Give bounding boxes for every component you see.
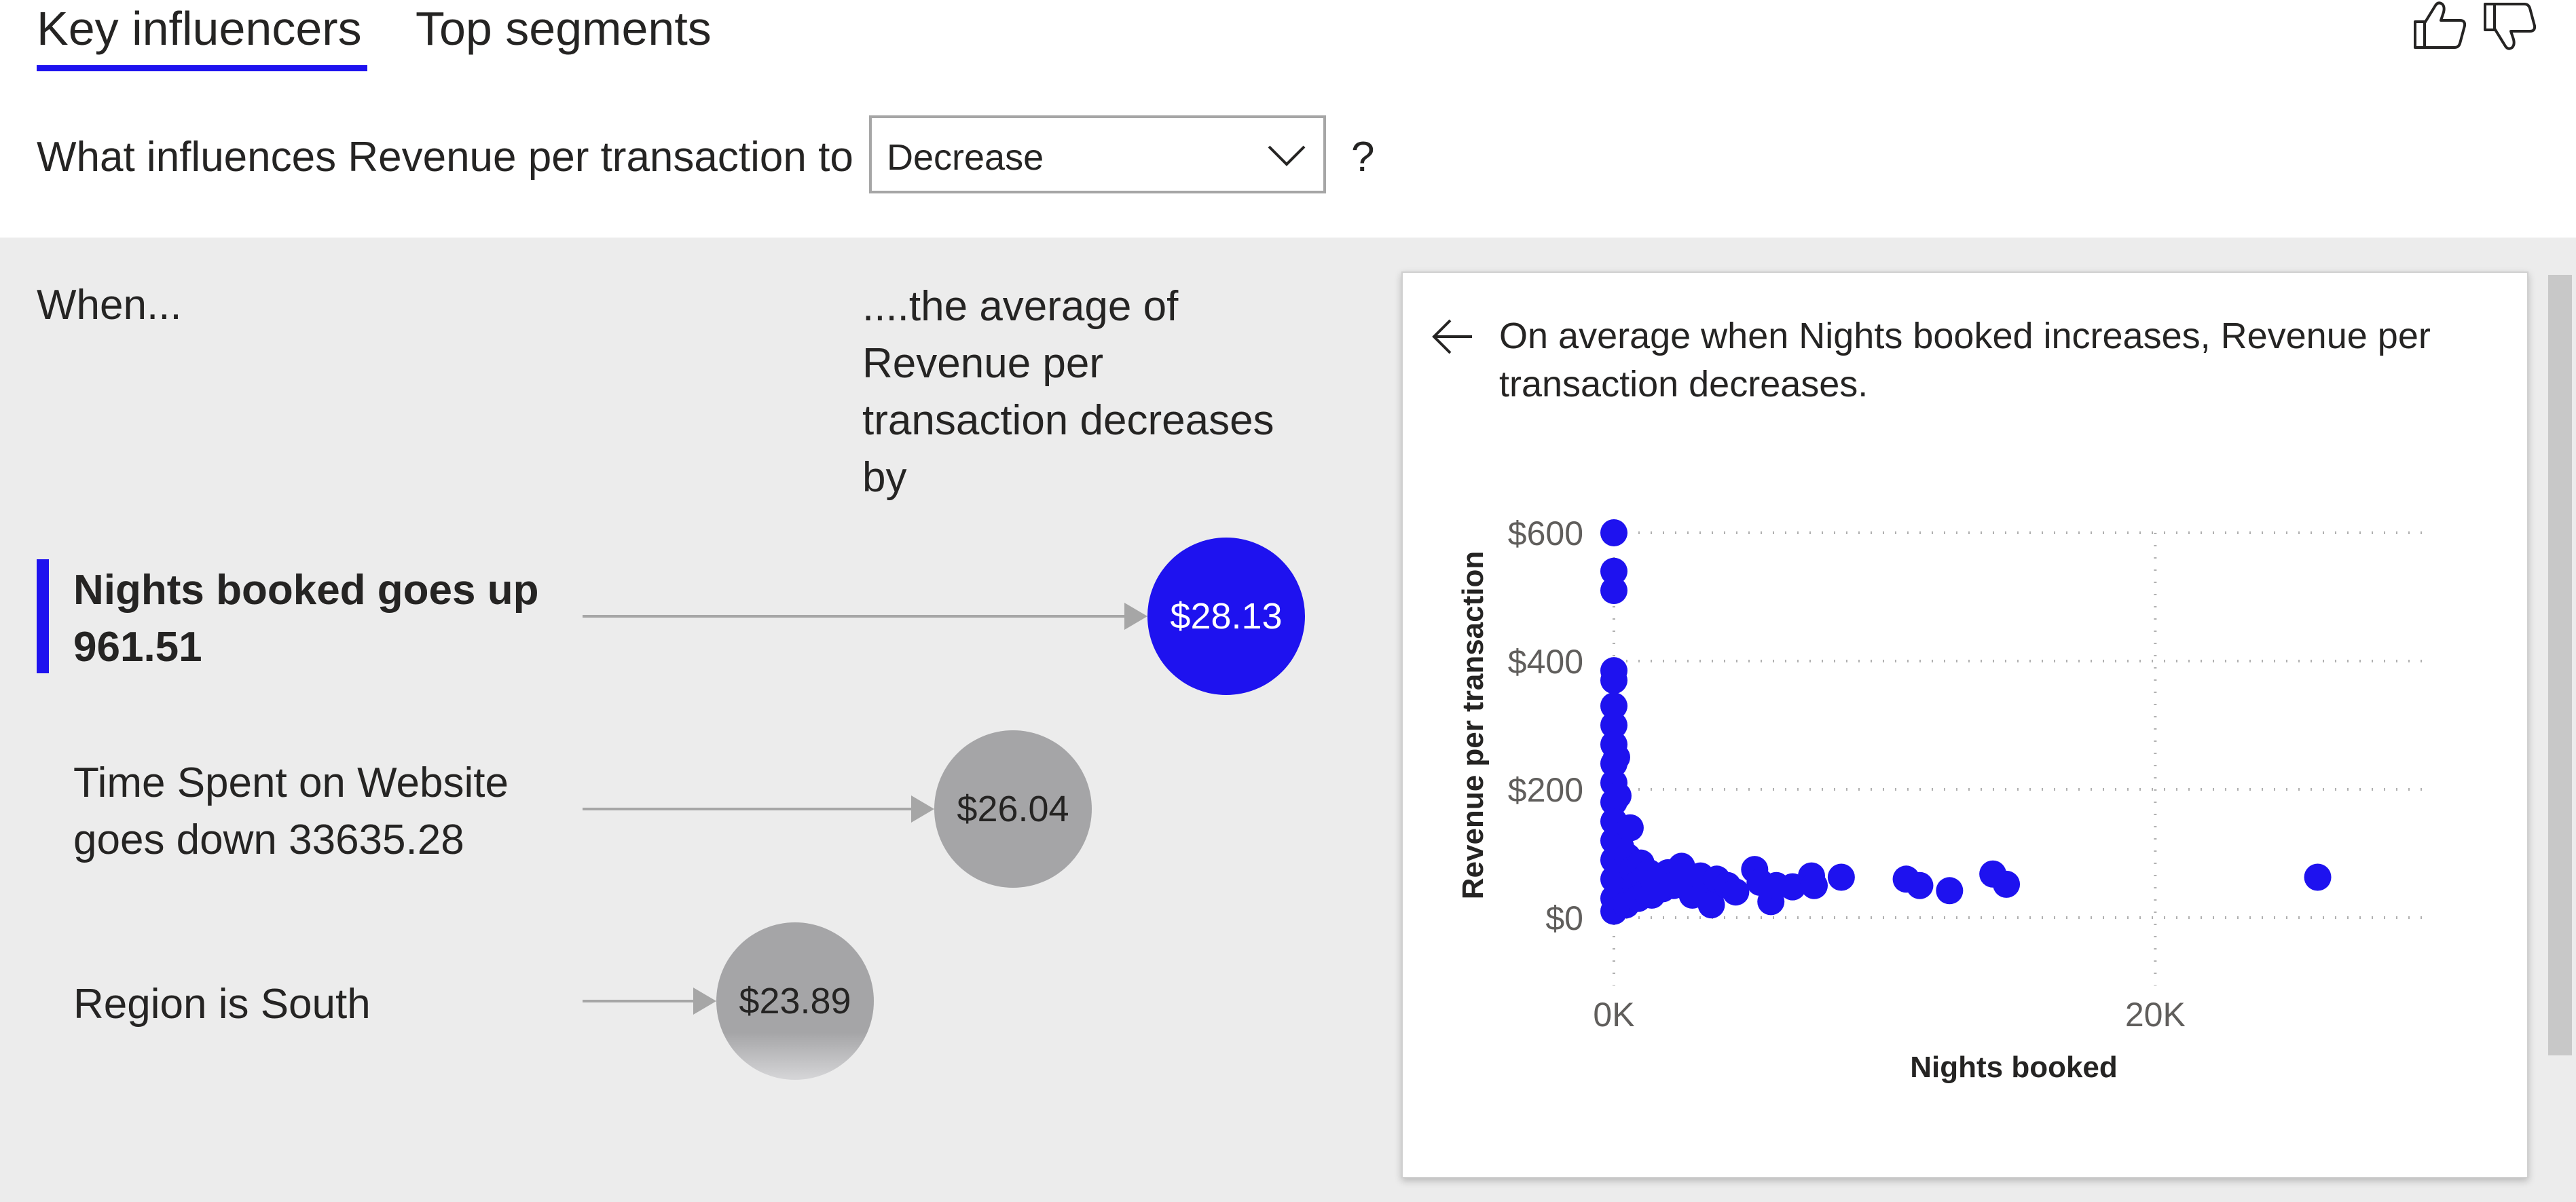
influencer-label[interactable]: Nights booked goes up 961.51 — [73, 567, 539, 671]
influencer-label[interactable]: Time Spent on Website goes down 33635.28 — [73, 759, 509, 863]
scatter-point — [1936, 877, 1964, 905]
scatter-point — [1993, 870, 2021, 898]
y-tick-label: $200 — [1508, 771, 1583, 809]
direction-dropdown[interactable]: Decrease — [869, 115, 1326, 193]
influencer-bubble[interactable]: $28.13 — [1147, 538, 1305, 695]
when-heading: When... — [37, 282, 182, 328]
thumbs-down-icon[interactable] — [2482, 1, 2538, 52]
scatter-point — [1600, 577, 1627, 605]
y-tick-label: $600 — [1508, 514, 1583, 552]
x-tick-label: 0K — [1593, 996, 1634, 1034]
scatter-point — [1600, 557, 1627, 585]
question-prefix: What influences Revenue per transaction … — [37, 134, 853, 181]
scatter-point — [1906, 871, 1934, 899]
y-tick-label: $400 — [1508, 643, 1583, 681]
thumbs-up-icon[interactable] — [2412, 0, 2468, 50]
tab-key-influencers[interactable]: Key influencers — [37, 2, 362, 55]
arrow-left-icon[interactable] — [1431, 318, 1475, 356]
question-suffix: ? — [1351, 134, 1375, 181]
active-tab-indicator — [37, 65, 367, 71]
tab-top-segments[interactable]: Top segments — [416, 2, 712, 55]
influencer-bubble[interactable]: $23.89 — [716, 922, 874, 1080]
scatter-point — [1616, 814, 1644, 842]
scatter-point — [1801, 871, 1828, 899]
influencer-label[interactable]: Region is South — [73, 981, 371, 1028]
y-tick-label: $0 — [1545, 899, 1583, 937]
influencer-arrow — [583, 988, 716, 1015]
scatter-point — [1827, 863, 1855, 891]
scatter-point — [1604, 782, 1632, 810]
detail-title: On average when Nights booked increases,… — [1499, 316, 2431, 405]
chevron-down-icon — [1268, 145, 1306, 166]
average-heading: ....the average of Revenue per transacti… — [862, 283, 1274, 501]
detail-card: On average when Nights booked increases,… — [1401, 271, 2528, 1178]
scatter-point — [1722, 878, 1750, 906]
dropdown-selected-value: Decrease — [887, 137, 1044, 178]
influencer-bubble[interactable]: $26.04 — [934, 730, 1092, 888]
x-axis-label: Nights booked — [1910, 1051, 2118, 1084]
selected-influencer-marker — [37, 559, 49, 673]
scatter-point — [1697, 891, 1725, 919]
scatter-point — [1600, 692, 1627, 720]
y-axis-label: Revenue per transaction — [1456, 551, 1490, 900]
influencer-arrow — [583, 603, 1147, 630]
scatter-point — [1600, 666, 1627, 694]
vertical-scrollbar[interactable] — [2548, 275, 2572, 1055]
scatter-point — [1600, 519, 1627, 546]
influencer-arrow — [583, 795, 934, 823]
scatter-point — [1602, 743, 1630, 771]
x-tick-label: 20K — [2125, 996, 2186, 1034]
scatter-point — [1600, 711, 1627, 739]
scatter-point — [2304, 863, 2332, 891]
